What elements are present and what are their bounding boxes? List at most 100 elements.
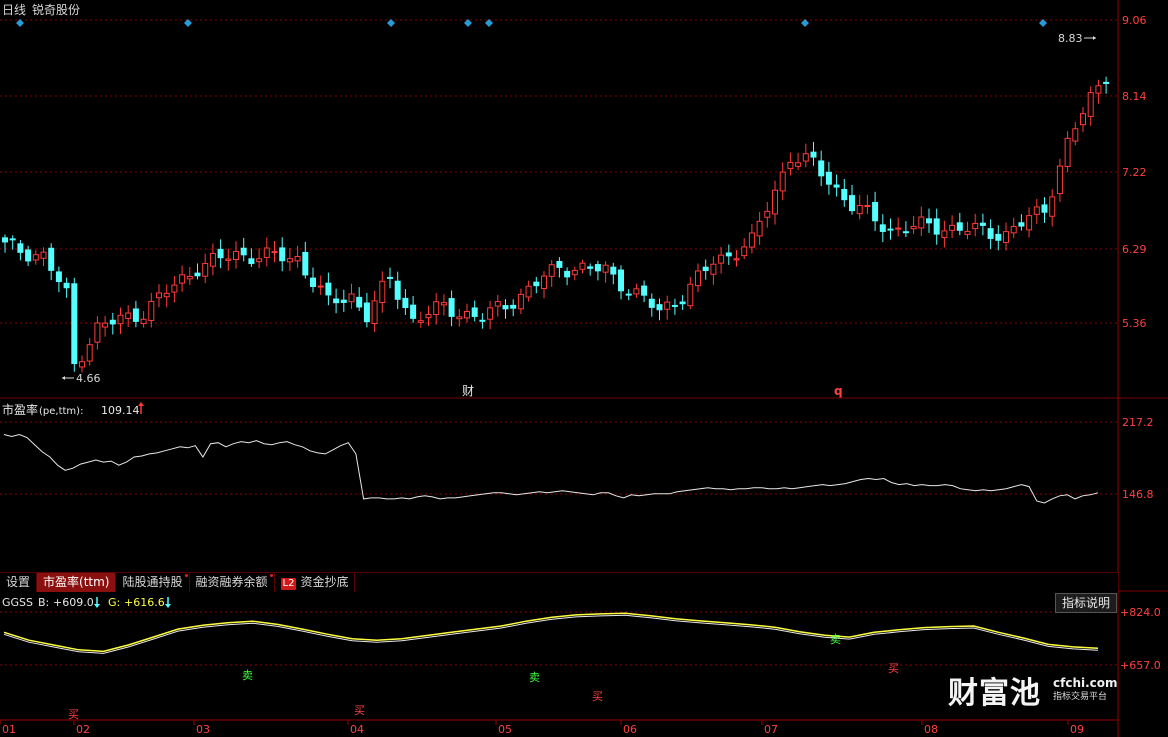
candle-body [748,232,755,248]
price-tick: 9.06 [1122,14,1147,27]
candle-body [202,262,209,277]
ggss-axis: +824.0 +657.0 [1120,606,1161,672]
candle-body [741,246,748,257]
candle-body [94,322,101,343]
tab-label: 资金抄底 [300,575,349,589]
brand-tagline: 指标交易平台 [1053,692,1108,702]
down-arrow-icon [165,597,171,608]
candle-body [1072,128,1079,142]
ggss-tick: +657.0 [1120,659,1161,672]
candle-body [695,270,701,287]
candle-body [902,231,909,234]
diamond-icon [16,19,24,27]
candle-body [664,301,671,310]
ggss-g-line [3,612,1099,653]
tab-fund-bottom[interactable]: L2 资金抄底 [275,573,356,592]
sell-signal: 卖 [830,633,841,646]
q-marker: q [834,384,843,398]
candle-body [294,256,301,262]
candle-body [371,300,378,324]
candle-body [248,258,255,265]
period-label: 日线 [2,3,26,17]
candle-body [949,224,956,231]
candle-body [233,251,239,261]
low-label: 4.66 [76,372,101,385]
candle-body [379,280,386,303]
price-tick: 8.14 [1122,90,1147,103]
indicator-help-button[interactable]: 指标说明 [1055,593,1117,613]
candle-body [1033,206,1040,215]
candle-body [179,274,186,284]
candle-body [772,189,778,215]
tab-margin-balance[interactable]: 融资融券余额 [190,573,275,592]
candle-body [602,264,609,273]
candle-body [9,238,16,241]
month-label: 05 [498,723,512,736]
candle-body [710,263,717,275]
candle-body [117,314,124,325]
candle-body [1018,222,1025,227]
low-annotation: 4.66 [62,372,101,385]
candle-body [1087,92,1094,117]
candle-body [517,293,524,310]
month-label: 07 [764,723,778,736]
candle-body [933,218,940,235]
tab-northbound-holdings[interactable]: 陆股通持股 [116,573,190,592]
candle-body [764,210,771,218]
candle-body [556,260,563,268]
candle-body [787,161,794,170]
candle-body [479,319,486,322]
month-label: 03 [196,723,210,736]
tab-label: 市盈率(ttm) [43,575,110,589]
candle-body [317,285,324,288]
candle-body [779,171,786,192]
price-axis: 9.06 8.14 7.22 6.29 5.36 [1122,14,1147,330]
pe-grid [0,421,1118,495]
candle-body [2,237,8,243]
high-label: 8.83 [1058,32,1083,45]
l2-badge-icon: L2 [280,578,297,590]
buy-signal: 买 [68,708,79,721]
ggss-b-line [3,614,1099,654]
candle-body [448,298,455,317]
tab-settings[interactable]: 设置 [0,573,38,592]
candle-body [1003,231,1009,243]
candle-body [618,269,624,292]
candle-body [217,248,224,259]
ggss-g-label: G: [108,596,120,609]
candle-body [471,307,478,317]
candle-body [733,258,740,261]
indicator-tabs: 设置 市盈率(ttm) 陆股通持股 融资融券余额 L2 资金抄底 [0,572,1118,592]
candle-body [633,288,640,295]
candle-body [641,285,648,296]
brand-logo: 财富池 cfchi.com 指标交易平台 [948,668,1118,712]
candle-body [918,216,925,229]
month-label: 01 [2,723,16,736]
candle-body [340,299,347,303]
up-arrow-icon [138,402,144,414]
tab-pe-ttm[interactable]: 市盈率(ttm) [37,573,117,592]
month-label: 06 [623,723,637,736]
candle-body [348,293,355,303]
buy-signal: 买 [888,662,899,675]
pe-params: (pe,ttm): [39,406,83,417]
candle-body [1010,225,1017,234]
candle-body [71,283,78,364]
candle-body [140,318,147,325]
price-tick: 7.22 [1122,166,1147,179]
high-annotation: 8.83 [1058,32,1096,45]
candle-body [333,298,340,304]
ggss-name: GGSS [2,596,33,609]
candle-body [387,276,393,279]
candle-body [1103,81,1110,84]
candle-body [25,249,32,262]
candle-body [879,224,886,232]
candle-body [956,222,963,231]
price-tick: 5.36 [1122,317,1147,330]
candle-body [209,252,216,267]
candle-body [548,264,555,277]
candle-body [256,258,263,263]
month-label: 08 [924,723,938,736]
candle-body [679,301,686,305]
candle-body [356,296,363,308]
